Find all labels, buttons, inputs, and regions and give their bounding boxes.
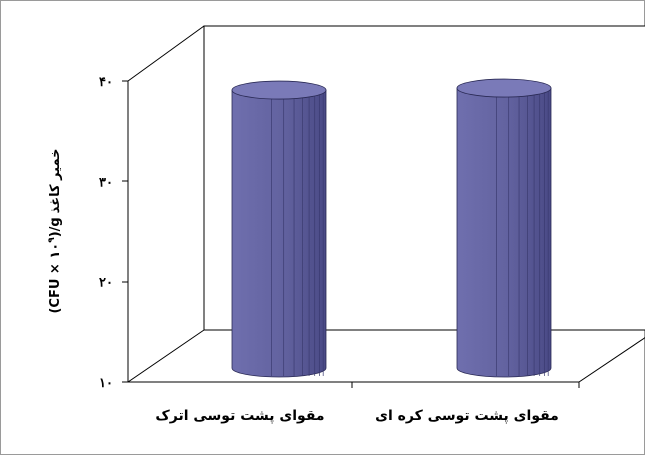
bar-cylinder [456, 78, 552, 378]
y-tick-label: ۳۰ [99, 175, 113, 190]
y-tick-label: ۱۰ [99, 376, 113, 391]
y-axis-title: (CFU × ۱۰۹)/gخمیر کاغذ [47, 148, 63, 313]
bars-group [231, 78, 552, 378]
y-tick-label: ۴۰ [99, 75, 113, 90]
floor-left-edge [127, 329, 205, 383]
x-category-label: مقوای پشت توسی کره ای [375, 408, 559, 424]
y-tick-labels: ۱۰ ۲۰ ۳۰ ۴۰ [99, 75, 113, 391]
x-category-label: مقوای پشت توسی اترک [155, 408, 324, 424]
bar-cylinder [231, 80, 327, 378]
floor-right-edge [578, 337, 645, 383]
side-wall-top-edge [127, 25, 205, 82]
x-category-labels: مقوای پشت توسی اترک مقوای پشت توسی کره ای [155, 408, 558, 424]
bar-body [456, 87, 552, 378]
bar-top-cap [231, 80, 327, 100]
y-tick-label: ۲۰ [99, 276, 113, 291]
bar-body [231, 89, 327, 378]
bar-top-cap [456, 78, 552, 98]
